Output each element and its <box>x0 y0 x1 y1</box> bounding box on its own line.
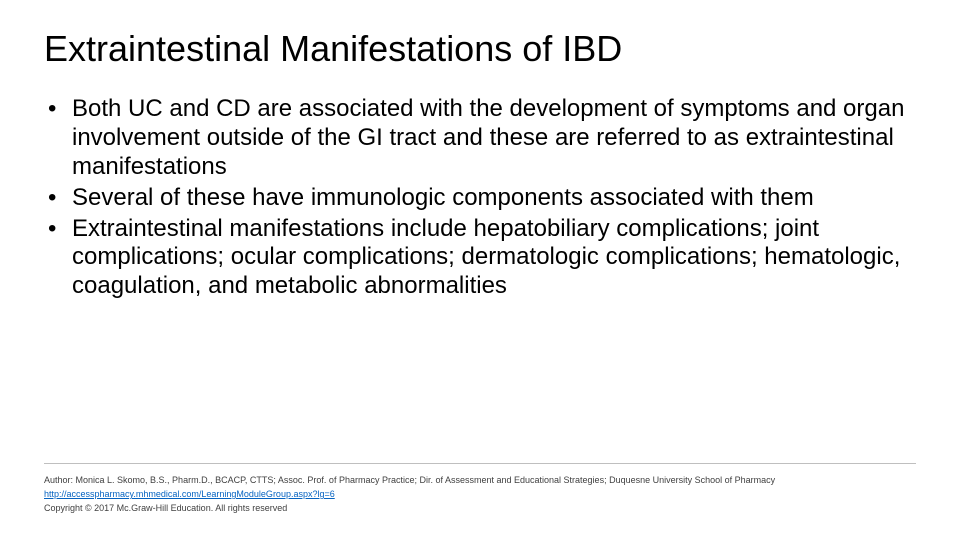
slide: Extraintestinal Manifestations of IBD Bo… <box>0 0 960 540</box>
slide-title: Extraintestinal Manifestations of IBD <box>44 28 916 69</box>
bullet-item: Extraintestinal manifestations include h… <box>44 215 916 301</box>
bullet-item: Both UC and CD are associated with the d… <box>44 95 916 181</box>
author-line: Author: Monica L. Skomo, B.S., Pharm.D.,… <box>44 474 916 488</box>
link-line: http://accesspharmacy.mhmedical.com/Lear… <box>44 488 916 502</box>
slide-footer: Author: Monica L. Skomo, B.S., Pharm.D.,… <box>44 463 916 516</box>
source-link[interactable]: http://accesspharmacy.mhmedical.com/Lear… <box>44 489 335 499</box>
bullet-list: Both UC and CD are associated with the d… <box>44 95 916 301</box>
bullet-item: Several of these have immunologic compon… <box>44 184 916 213</box>
copyright-line: Copyright © 2017 Mc.Graw-Hill Education.… <box>44 502 916 516</box>
